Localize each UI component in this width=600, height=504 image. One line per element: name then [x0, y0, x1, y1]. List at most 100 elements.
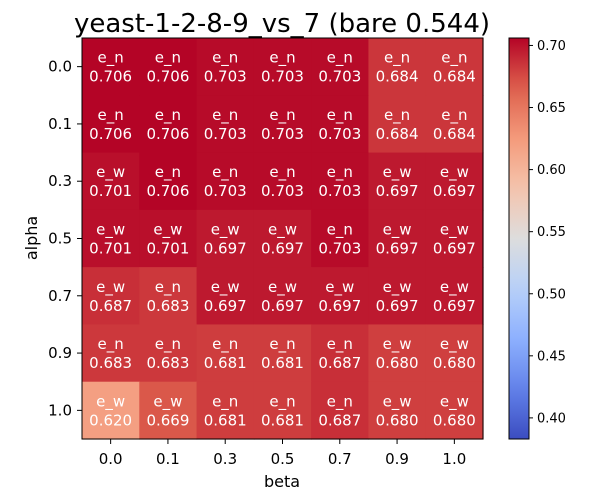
cell-method-label: e_w [268, 221, 297, 240]
colorbar-tick-label: 0.55 [537, 225, 566, 240]
cell-method-label: e_n [212, 392, 238, 411]
cell-method-label: e_n [155, 335, 181, 354]
heatmap-cell [311, 267, 370, 326]
y-tick-label: 1.0 [48, 401, 72, 419]
cell-method-label: e_n [384, 106, 410, 125]
cell-value-label: 0.697 [204, 297, 247, 315]
cell-method-label: e_w [440, 278, 469, 297]
heatmap-cell [253, 95, 312, 154]
heatmap-cell [82, 267, 140, 326]
cell-value-label: 0.703 [204, 68, 247, 86]
x-tick-label: 0.9 [385, 450, 409, 468]
heatmap-cell [139, 324, 198, 383]
cell-method-label: e_n [327, 49, 353, 68]
colorbar-tick-label: 0.65 [537, 101, 566, 116]
heatmap-cell [425, 38, 484, 96]
heatmap-cell [425, 324, 484, 383]
heatmap-cell [139, 209, 198, 268]
heatmap-cell [196, 381, 255, 440]
cell-value-label: 0.683 [146, 297, 189, 315]
cell-value-label: 0.681 [261, 411, 304, 429]
cell-method-label: e_n [155, 106, 181, 125]
heatmap-cell [82, 209, 140, 268]
heatmap-cell [311, 152, 370, 211]
heatmap-cell [82, 152, 140, 211]
cell-value-label: 0.680 [376, 354, 419, 372]
cell-method-label: e_w [383, 163, 412, 182]
cell-value-label: 0.681 [261, 354, 304, 372]
x-tick-label: 0.5 [271, 450, 295, 468]
cell-method-label: e_w [96, 392, 125, 411]
cell-method-label: e_n [269, 106, 295, 125]
heatmap-cell [139, 38, 198, 96]
cell-value-label: 0.680 [433, 411, 476, 429]
cell-value-label: 0.683 [89, 354, 132, 372]
heatmap-cell [368, 38, 427, 96]
cell-value-label: 0.683 [146, 354, 189, 372]
heatmap-cell [82, 95, 140, 154]
cell-value-label: 0.706 [146, 182, 189, 200]
heatmap-cell [425, 95, 484, 154]
y-tick-label: 0.7 [48, 287, 72, 305]
cell-method-label: e_w [440, 221, 469, 240]
cell-value-label: 0.681 [204, 411, 247, 429]
x-tick-label: 0.1 [156, 450, 180, 468]
cell-value-label: 0.680 [433, 354, 476, 372]
cell-method-label: e_w [153, 221, 182, 240]
heatmap-cell [139, 152, 198, 211]
heatmap-cell [253, 152, 312, 211]
cell-method-label: e_w [383, 278, 412, 297]
cell-method-label: e_w [211, 278, 240, 297]
cell-value-label: 0.701 [89, 240, 132, 258]
cell-method-label: e_w [383, 221, 412, 240]
heatmap-cell [139, 95, 198, 154]
heatmap-cell [425, 381, 484, 440]
cell-method-label: e_w [440, 335, 469, 354]
cell-value-label: 0.706 [146, 68, 189, 86]
y-tick-label: 0.3 [48, 172, 72, 190]
cell-method-label: e_n [441, 106, 467, 125]
cell-value-label: 0.703 [261, 182, 304, 200]
heatmap-cell [196, 209, 255, 268]
cell-annotations: e_n0.706e_n0.706e_n0.703e_n0.703e_n0.703… [89, 49, 476, 430]
cell-method-label: e_w [325, 278, 354, 297]
cell-value-label: 0.701 [89, 182, 132, 200]
heatmap-cell [196, 267, 255, 326]
cell-method-label: e_n [212, 163, 238, 182]
cell-value-label: 0.687 [318, 411, 361, 429]
cell-value-label: 0.703 [261, 125, 304, 143]
cell-value-label: 0.697 [376, 182, 419, 200]
heatmap-cell [82, 38, 140, 96]
heatmap-cell [425, 152, 484, 211]
colorbar-tick-label: 0.45 [537, 349, 566, 364]
cell-method-label: e_n [327, 392, 353, 411]
heatmap-cell [368, 209, 427, 268]
y-tick-label: 0.5 [48, 230, 72, 248]
x-axis-label: beta [264, 472, 300, 491]
cell-method-label: e_n [327, 163, 353, 182]
x-tick-label: 0.0 [99, 450, 123, 468]
cell-method-label: e_n [155, 49, 181, 68]
y-tick-label: 0.9 [48, 344, 72, 362]
cell-value-label: 0.687 [89, 297, 132, 315]
cell-value-label: 0.697 [376, 240, 419, 258]
cell-value-label: 0.684 [433, 125, 476, 143]
heatmap-cell [311, 95, 370, 154]
heatmap-cell [139, 267, 198, 326]
heatmap-cell [368, 381, 427, 440]
y-axis-ticks: 0.0 0.1 0.3 0.5 0.7 0.9 1.0 [48, 58, 82, 419]
cell-value-label: 0.620 [89, 411, 132, 429]
colorbar-tick-label: 0.60 [537, 163, 566, 178]
colorbar-ticks: 0.40 0.45 0.50 0.55 0.60 0.65 0.70 [529, 39, 566, 426]
heatmap-cell [82, 324, 140, 383]
x-tick-label: 1.0 [442, 450, 466, 468]
cell-value-label: 0.697 [318, 297, 361, 315]
y-tick-label: 0.0 [48, 58, 72, 76]
cell-value-label: 0.703 [318, 68, 361, 86]
plot-frame [81, 37, 484, 440]
heatmap-cell [82, 381, 140, 440]
cell-method-label: e_w [440, 392, 469, 411]
cell-method-label: e_n [212, 49, 238, 68]
